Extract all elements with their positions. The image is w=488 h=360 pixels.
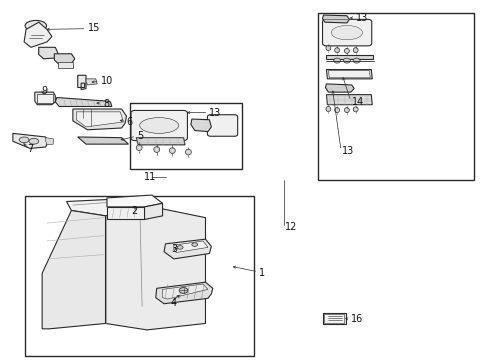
Polygon shape xyxy=(328,71,369,78)
Text: 9: 9 xyxy=(41,86,47,96)
Ellipse shape xyxy=(343,58,349,63)
Ellipse shape xyxy=(333,58,340,63)
Polygon shape xyxy=(78,75,86,90)
Text: 10: 10 xyxy=(101,76,113,86)
Text: 5: 5 xyxy=(137,131,143,141)
Bar xyxy=(58,62,73,68)
Polygon shape xyxy=(326,69,371,79)
Bar xyxy=(322,313,345,324)
Bar xyxy=(326,55,372,59)
Ellipse shape xyxy=(19,137,29,143)
Polygon shape xyxy=(73,109,126,130)
Ellipse shape xyxy=(352,58,359,63)
Polygon shape xyxy=(55,98,112,107)
Text: 11: 11 xyxy=(144,172,156,182)
Ellipse shape xyxy=(25,21,46,31)
Polygon shape xyxy=(107,195,162,207)
Ellipse shape xyxy=(352,107,357,112)
Polygon shape xyxy=(190,119,211,132)
Polygon shape xyxy=(162,284,207,299)
Text: 2: 2 xyxy=(131,206,137,216)
Text: 8: 8 xyxy=(103,99,109,109)
Ellipse shape xyxy=(154,147,159,152)
Polygon shape xyxy=(45,138,53,145)
Ellipse shape xyxy=(344,48,348,53)
Ellipse shape xyxy=(325,45,330,50)
Ellipse shape xyxy=(136,145,142,150)
FancyBboxPatch shape xyxy=(131,111,187,140)
Polygon shape xyxy=(144,203,162,220)
Ellipse shape xyxy=(140,118,178,134)
Ellipse shape xyxy=(334,48,339,53)
Polygon shape xyxy=(322,15,348,23)
Ellipse shape xyxy=(352,48,357,53)
Ellipse shape xyxy=(325,107,330,112)
Polygon shape xyxy=(163,239,211,259)
Polygon shape xyxy=(105,209,205,330)
FancyBboxPatch shape xyxy=(207,115,237,136)
Ellipse shape xyxy=(169,148,175,153)
Text: 13: 13 xyxy=(355,13,367,23)
Ellipse shape xyxy=(191,243,197,246)
FancyBboxPatch shape xyxy=(322,19,371,46)
Ellipse shape xyxy=(344,108,348,113)
Polygon shape xyxy=(54,54,75,64)
Polygon shape xyxy=(78,137,128,144)
Text: 15: 15 xyxy=(87,23,100,33)
Polygon shape xyxy=(156,282,212,304)
Ellipse shape xyxy=(29,138,39,144)
Polygon shape xyxy=(86,79,97,85)
Polygon shape xyxy=(326,95,371,105)
Polygon shape xyxy=(42,211,105,329)
Ellipse shape xyxy=(330,26,362,40)
Text: 1: 1 xyxy=(259,267,264,278)
Text: 4: 4 xyxy=(170,298,176,308)
Ellipse shape xyxy=(185,149,191,155)
Polygon shape xyxy=(76,112,123,127)
Bar xyxy=(130,103,242,169)
Bar xyxy=(25,196,254,356)
Text: 7: 7 xyxy=(27,144,34,154)
Text: 12: 12 xyxy=(284,222,296,231)
Polygon shape xyxy=(136,138,184,145)
Polygon shape xyxy=(107,207,144,220)
Polygon shape xyxy=(24,22,52,47)
Bar xyxy=(37,94,53,103)
Bar xyxy=(317,13,473,180)
Text: 14: 14 xyxy=(351,97,363,107)
Bar xyxy=(324,314,343,323)
Polygon shape xyxy=(325,84,353,92)
Polygon shape xyxy=(13,134,48,148)
Polygon shape xyxy=(39,47,58,59)
Text: 6: 6 xyxy=(126,117,132,127)
Polygon shape xyxy=(173,241,207,252)
Text: 3: 3 xyxy=(171,244,177,254)
Polygon shape xyxy=(66,198,161,216)
Text: 13: 13 xyxy=(209,108,221,118)
Text: 16: 16 xyxy=(350,314,362,324)
Polygon shape xyxy=(35,92,55,105)
Text: 13: 13 xyxy=(341,146,353,156)
Ellipse shape xyxy=(179,288,187,293)
Ellipse shape xyxy=(177,246,183,249)
Ellipse shape xyxy=(334,108,339,113)
